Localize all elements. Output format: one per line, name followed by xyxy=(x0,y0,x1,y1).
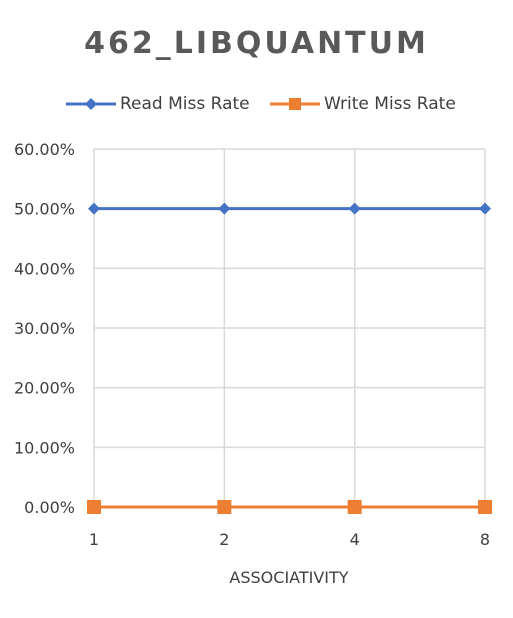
y-tick-label: 30.00% xyxy=(14,319,75,338)
gridlines xyxy=(94,149,485,507)
data-point-write xyxy=(217,500,231,514)
data-point-read xyxy=(218,203,230,215)
data-point-read xyxy=(349,203,361,215)
y-tick-label: 0.00% xyxy=(24,498,75,517)
y-tick-label: 10.00% xyxy=(14,438,75,457)
y-axis-ticks: 0.00% 10.00% 20.00% 30.00% 40.00% 50.00% 60.00… xyxy=(14,140,75,517)
series-layer xyxy=(87,203,492,514)
data-point-read xyxy=(479,203,491,215)
data-point-write xyxy=(348,500,362,514)
x-tick-label: 2 xyxy=(219,530,229,549)
y-tick-label: 60.00% xyxy=(14,140,75,159)
data-point-write xyxy=(87,500,101,514)
y-tick-label: 50.00% xyxy=(14,200,75,219)
data-point-write xyxy=(478,500,492,514)
x-tick-label: 1 xyxy=(89,530,99,549)
data-point-read xyxy=(88,203,100,215)
x-tick-label: 8 xyxy=(480,530,490,549)
x-axis-ticks: 1 2 4 8 xyxy=(89,530,490,549)
x-tick-label: 4 xyxy=(350,530,360,549)
y-tick-label: 20.00% xyxy=(14,379,75,398)
y-tick-label: 40.00% xyxy=(14,259,75,278)
x-axis-title: ASSOCIATIVITY xyxy=(229,568,348,587)
